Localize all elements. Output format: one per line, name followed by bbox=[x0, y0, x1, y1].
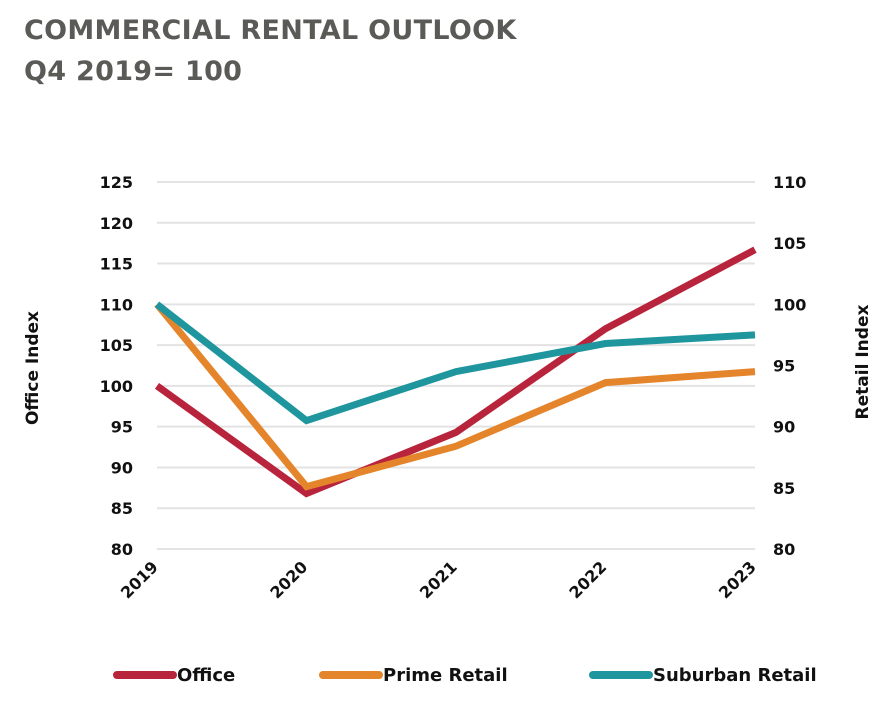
left-tick-label: 120 bbox=[100, 214, 133, 233]
right-tick-label: 105 bbox=[773, 234, 806, 253]
series-lines bbox=[154, 246, 757, 498]
x-tick-label: 2022 bbox=[565, 557, 610, 602]
legend: Office Prime Retail Suburban Retail bbox=[113, 665, 817, 686]
gridlines bbox=[157, 181, 755, 550]
left-tick-label: 80 bbox=[111, 540, 133, 559]
x-tick-label: 2019 bbox=[117, 557, 162, 602]
chart-subtitle: Q4 2019= 100 bbox=[24, 56, 243, 87]
left-tick-label: 100 bbox=[100, 377, 133, 396]
right-tick-label: 80 bbox=[773, 540, 795, 559]
left-axis-ticks: 80 85 90 95 100 105 110 115 120 125 bbox=[100, 173, 133, 559]
right-tick-label: 95 bbox=[773, 357, 795, 376]
legend-item: Prime Retail bbox=[319, 665, 508, 686]
right-tick-label: 100 bbox=[773, 295, 806, 314]
x-axis-ticks: 2019 2020 2021 2022 2023 bbox=[117, 557, 760, 602]
series-line-1 bbox=[154, 302, 756, 491]
legend-label: Office bbox=[177, 665, 235, 686]
right-tick-label: 85 bbox=[773, 479, 795, 498]
right-tick-label: 90 bbox=[773, 418, 795, 437]
legend-item: Suburban Retail bbox=[589, 665, 817, 686]
chart-title-block: COMMERCIAL RENTAL OUTLOOK Q4 2019= 100 bbox=[24, 10, 517, 92]
left-tick-label: 95 bbox=[111, 418, 133, 437]
x-tick-label: 2020 bbox=[266, 557, 311, 602]
series-line-2 bbox=[154, 301, 756, 425]
x-tick-label: 2021 bbox=[416, 557, 461, 602]
left-tick-label: 105 bbox=[100, 336, 133, 355]
right-axis-title: Retail Index bbox=[853, 305, 873, 420]
chart-title: COMMERCIAL RENTAL OUTLOOK bbox=[24, 15, 517, 46]
left-tick-label: 125 bbox=[100, 173, 133, 192]
left-tick-label: 110 bbox=[100, 295, 133, 314]
legend-label: Suburban Retail bbox=[653, 665, 817, 686]
legend-item: Office bbox=[113, 665, 235, 686]
left-tick-label: 115 bbox=[100, 255, 133, 274]
left-tick-label: 90 bbox=[111, 458, 133, 477]
x-tick-label: 2023 bbox=[715, 557, 760, 602]
left-tick-label: 85 bbox=[111, 499, 133, 518]
legend-label: Prime Retail bbox=[383, 665, 508, 686]
right-axis-ticks: 80 85 90 95 100 105 110 bbox=[773, 173, 806, 559]
left-axis-title: Office Index bbox=[23, 311, 43, 425]
right-tick-label: 110 bbox=[773, 173, 806, 192]
series-line-0 bbox=[154, 246, 757, 498]
